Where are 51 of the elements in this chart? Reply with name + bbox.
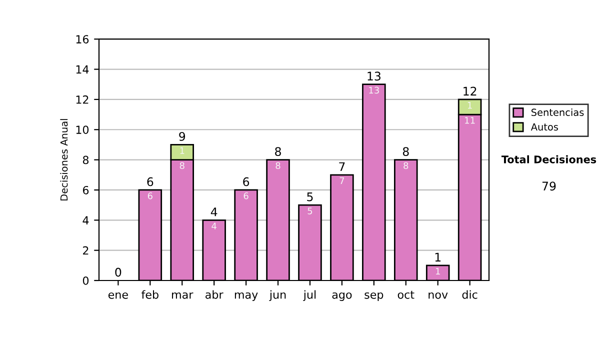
total-label: 8: [402, 147, 409, 156]
total-label: 8: [275, 147, 281, 156]
y-tick-label: 4: [82, 216, 89, 224]
data-label: 1: [436, 268, 440, 275]
total-label: 1: [435, 252, 441, 262]
total-label: 6: [243, 177, 250, 186]
y-tick-label: 6: [82, 186, 89, 194]
total-label: 6: [147, 177, 154, 186]
data-label: 6: [148, 192, 152, 200]
x-tick-label: ago: [332, 292, 352, 301]
y-tick-label: 8: [82, 156, 89, 164]
y-tick-label: 10: [76, 126, 89, 134]
y-tick-label: 16: [76, 35, 89, 44]
x-tick-label: may: [234, 292, 258, 301]
data-label: 11: [465, 117, 475, 124]
x-tick-label: nov: [428, 292, 448, 299]
data-label: 4: [212, 222, 216, 230]
data-label: 6: [244, 192, 248, 200]
legend-label: Autos: [530, 123, 558, 131]
total-label: 7: [339, 162, 345, 171]
data-label: 13: [369, 86, 379, 94]
x-tick-label: feb: [142, 290, 158, 299]
x-tick-label: dic: [462, 290, 478, 299]
data-label: 1: [180, 147, 184, 154]
x-tick-label: jun: [269, 290, 286, 301]
y-axis-title: Decisiones Anual: [60, 119, 68, 200]
y-tick-label: 12: [76, 95, 88, 104]
data-label: 5: [308, 208, 312, 214]
x-tick-label: abr: [206, 290, 224, 299]
x-tick-label: mar: [172, 292, 194, 299]
total-label: 0: [115, 268, 122, 277]
data-label: 8: [276, 162, 280, 170]
total-label: 13: [368, 72, 380, 81]
data-label: 1: [468, 102, 472, 109]
total-label: 9: [179, 132, 186, 141]
data-label: 8: [404, 162, 408, 170]
data-label: 7: [340, 177, 344, 184]
x-tick-label: sep: [364, 292, 384, 301]
total-label: 5: [307, 192, 313, 202]
x-tick-label: oct: [398, 290, 414, 299]
x-tick-label: ene: [108, 292, 128, 299]
data-label: 8: [180, 162, 184, 170]
text: 79: [542, 182, 556, 191]
legend-label: Sentencias: [531, 108, 584, 116]
y-tick-label: 2: [83, 246, 88, 255]
text: Total Decisiones: [501, 155, 596, 164]
x-tick-label: jul: [303, 290, 316, 301]
total-label: 4: [210, 208, 218, 216]
y-tick-label: 0: [82, 276, 89, 285]
y-tick-label: 14: [76, 65, 89, 74]
total-label: 12: [464, 86, 476, 96]
